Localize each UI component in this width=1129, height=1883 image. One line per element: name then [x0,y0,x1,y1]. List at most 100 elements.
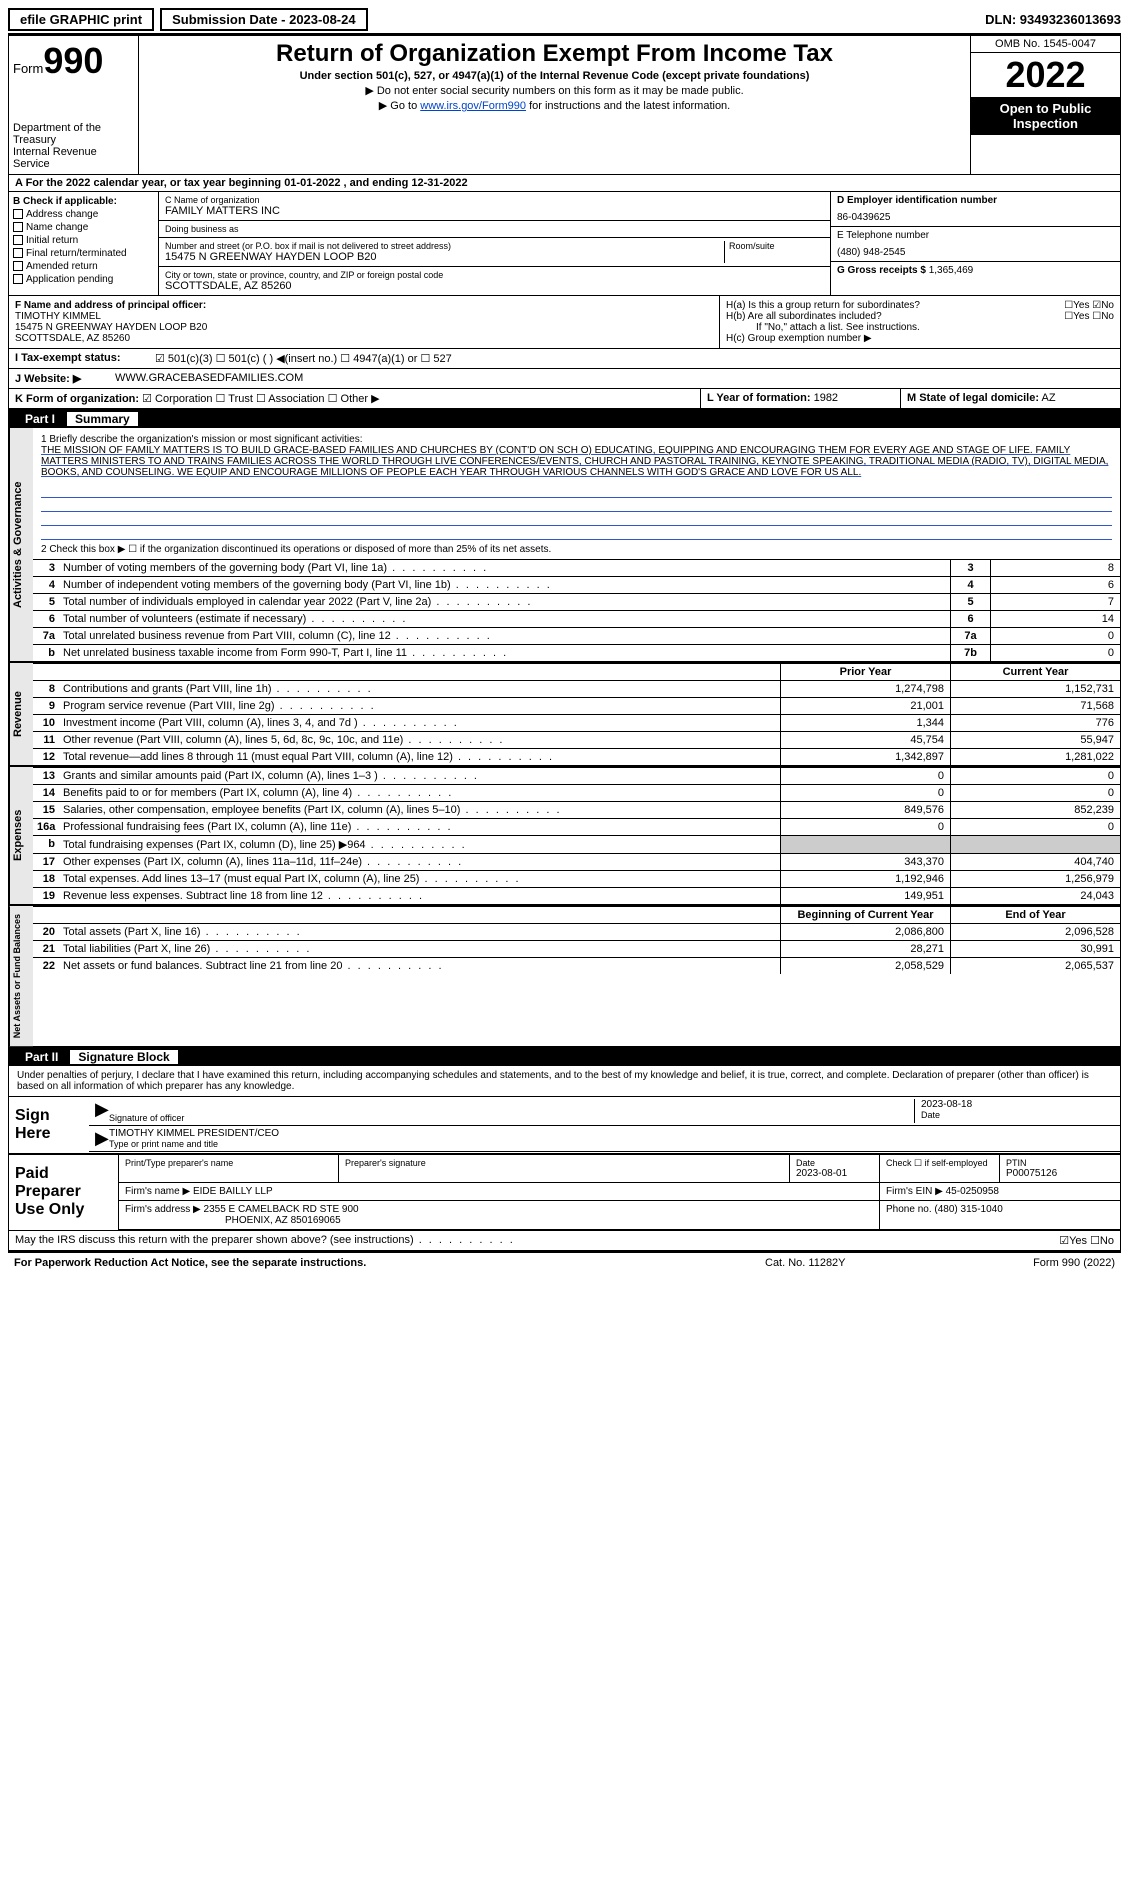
summary-row: 21Total liabilities (Part X, line 26)28,… [33,940,1120,957]
discuss-text: May the IRS discuss this return with the… [15,1234,1059,1247]
domicile-label: M State of legal domicile: [907,392,1039,404]
blank-line [41,512,1112,526]
sign-here-label: Sign Here [9,1097,89,1153]
omb-number: OMB No. 1545-0047 [971,36,1120,53]
page-footer: For Paperwork Reduction Act Notice, see … [8,1251,1121,1273]
summary-row: 18Total expenses. Add lines 13–17 (must … [33,870,1120,887]
blank-header [33,664,780,680]
dept-treasury: Department of the Treasury [13,122,134,146]
prep-sig-label: Preparer's signature [345,1158,783,1168]
efile-print-button[interactable]: efile GRAPHIC print [8,8,154,31]
summary-row: 13Grants and similar amounts paid (Part … [33,767,1120,784]
submission-date-button[interactable]: Submission Date - 2023-08-24 [160,8,368,31]
summary-row: 16aProfessional fundraising fees (Part I… [33,818,1120,835]
irs-text: Internal Revenue Service [13,146,134,170]
ptin-value: P00075126 [1006,1168,1114,1179]
org-name-label: C Name of organization [165,195,824,205]
prep-date-label: Date [796,1158,873,1168]
chk-initial-return[interactable]: Initial return [13,235,154,246]
form-org-label: K Form of organization: [15,393,139,405]
ha-label: H(a) Is this a group return for subordin… [726,300,920,311]
officer-addr2: SCOTTSDALE, AZ 85260 [15,333,713,344]
year-formation-label: L Year of formation: [707,392,811,404]
ein-value: 86-0439625 [837,212,1114,223]
irs-link[interactable]: www.irs.gov/Form990 [420,100,526,112]
tel-label: E Telephone number [837,230,1114,241]
ein-label: D Employer identification number [837,195,1114,206]
firm-phone-value: (480) 315-1040 [934,1204,1002,1215]
summary-row: 15Salaries, other compensation, employee… [33,801,1120,818]
website-label: J Website: ▶ [15,372,115,385]
footer-cat: Cat. No. 11282Y [765,1257,965,1269]
chk-amended-return[interactable]: Amended return [13,261,154,272]
sig-date-label: Date [921,1110,1114,1120]
beginning-year-header: Beginning of Current Year [780,907,950,923]
city-label: City or town, state or province, country… [165,270,824,280]
firm-addr2: PHOENIX, AZ 850169065 [125,1215,873,1226]
org-name: FAMILY MATTERS INC [165,205,824,217]
firm-addr1: 2355 E CAMELBACK RD STE 900 [204,1204,359,1215]
open-public-badge: Open to Public Inspection [971,97,1120,135]
summary-row: 7aTotal unrelated business revenue from … [33,627,1120,644]
section-b-through-g: B Check if applicable: Address change Na… [8,192,1121,296]
dln-text: DLN: 93493236013693 [985,12,1121,27]
row-i: I Tax-exempt status: ☑ 501(c)(3) ☐ 501(c… [8,349,1121,369]
row-klm: K Form of organization: ☑ Corporation ☐ … [8,389,1121,409]
officer-name: TIMOTHY KIMMEL [15,311,713,322]
website-value: WWW.GRACEBASEDFAMILIES.COM [115,372,303,385]
room-label: Room/suite [729,241,824,251]
arrow-icon: ▶ [95,1128,109,1149]
addr-value: 15475 N GREENWAY HAYDEN LOOP B20 [165,251,724,263]
summary-row: 10Investment income (Part VIII, column (… [33,714,1120,731]
summary-row: 14Benefits paid to or for members (Part … [33,784,1120,801]
hb-note: If "No," attach a list. See instructions… [726,322,1114,333]
form-header: Form990 Department of the Treasury Inter… [8,35,1121,175]
chk-address-change[interactable]: Address change [13,209,154,220]
firm-phone-label: Phone no. [886,1204,932,1215]
subtitle-1: Under section 501(c), 527, or 4947(a)(1)… [143,70,966,82]
footer-form: Form 990 (2022) [965,1257,1115,1269]
footer-left: For Paperwork Reduction Act Notice, see … [14,1257,765,1269]
tax-status-opts: ☑ 501(c)(3) ☐ 501(c) ( ) ◀(insert no.) ☐… [155,352,452,365]
q1-text: THE MISSION OF FAMILY MATTERS IS TO BUIL… [41,445,1112,478]
vtab-expenses: Expenses [9,767,33,904]
vtab-net-assets: Net Assets or Fund Balances [9,906,33,1046]
chk-name-change[interactable]: Name change [13,222,154,233]
arrow-icon: ▶ [95,1099,109,1123]
blank-header [33,907,780,923]
topbar: efile GRAPHIC print Submission Date - 20… [8,8,1121,35]
officer-label: F Name and address of principal officer: [15,300,713,311]
chk-application-pending[interactable]: Application pending [13,274,154,285]
addr-label: Number and street (or P.O. box if mail i… [165,241,724,251]
firm-ein-value: 45-0250958 [946,1186,999,1197]
paid-preparer-label: Paid Preparer Use Only [9,1155,119,1230]
gross-label: G Gross receipts $ [837,265,926,276]
summary-row: 6Total number of volunteers (estimate if… [33,610,1120,627]
row-a-period: A For the 2022 calendar year, or tax yea… [8,175,1121,192]
firm-name-value: EIDE BAILLY LLP [193,1186,273,1197]
part1-number: Part I [17,412,63,426]
prep-check-label: Check ☐ if self-employed [886,1158,993,1169]
summary-row: 22Net assets or fund balances. Subtract … [33,957,1120,974]
vtab-revenue: Revenue [9,663,33,765]
domicile-value: AZ [1041,392,1055,404]
ha-answer: ☐Yes ☑No [1064,300,1114,311]
sig-date-value: 2023-08-18 [921,1099,1114,1110]
firm-name-label: Firm's name ▶ [125,1186,190,1197]
part1-title: Summary [67,412,138,426]
chk-final-return[interactable]: Final return/terminated [13,248,154,259]
goto-post: for instructions and the latest informat… [526,100,730,112]
form-number: 990 [43,40,103,81]
part-1: Part I Summary Activities & Governance 1… [8,409,1121,1047]
hc-label: H(c) Group exemption number ▶ [726,333,1114,344]
sig-officer-label: Signature of officer [109,1113,914,1123]
officer-addr1: 15475 N GREENWAY HAYDEN LOOP B20 [15,322,713,333]
summary-row: 19Revenue less expenses. Subtract line 1… [33,887,1120,904]
blank-line [41,526,1112,540]
subtitle-2: ▶ Do not enter social security numbers o… [143,84,966,97]
city-value: SCOTTSDALE, AZ 85260 [165,280,824,292]
summary-row: 9Program service revenue (Part VIII, lin… [33,697,1120,714]
form-title: Return of Organization Exempt From Incom… [143,40,966,68]
summary-row: 8Contributions and grants (Part VIII, li… [33,680,1120,697]
summary-row: 3Number of voting members of the governi… [33,559,1120,576]
